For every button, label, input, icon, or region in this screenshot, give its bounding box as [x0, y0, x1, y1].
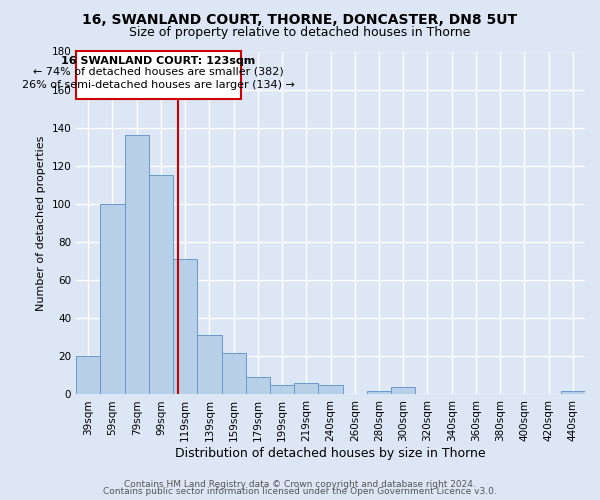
Text: 16, SWANLAND COURT, THORNE, DONCASTER, DN8 5UT: 16, SWANLAND COURT, THORNE, DONCASTER, D… [82, 12, 518, 26]
Bar [197, 336, 221, 394]
Bar [76, 356, 100, 395]
Bar [391, 387, 415, 394]
Bar [319, 385, 343, 394]
Text: 26% of semi-detached houses are larger (134) →: 26% of semi-detached houses are larger (… [22, 80, 295, 90]
Bar [270, 385, 294, 394]
Bar [367, 390, 391, 394]
Text: ← 74% of detached houses are smaller (382): ← 74% of detached houses are smaller (38… [33, 66, 284, 76]
Bar [294, 383, 319, 394]
Bar [246, 378, 270, 394]
Bar [100, 204, 125, 394]
X-axis label: Distribution of detached houses by size in Thorne: Distribution of detached houses by size … [175, 447, 486, 460]
Text: Size of property relative to detached houses in Thorne: Size of property relative to detached ho… [130, 26, 470, 39]
Y-axis label: Number of detached properties: Number of detached properties [36, 136, 46, 310]
Bar [221, 352, 246, 395]
Bar [561, 390, 585, 394]
FancyBboxPatch shape [76, 52, 241, 99]
Text: Contains HM Land Registry data © Crown copyright and database right 2024.: Contains HM Land Registry data © Crown c… [124, 480, 476, 489]
Bar [125, 136, 149, 394]
Text: Contains public sector information licensed under the Open Government Licence v3: Contains public sector information licen… [103, 487, 497, 496]
Text: 16 SWANLAND COURT: 123sqm: 16 SWANLAND COURT: 123sqm [61, 56, 256, 66]
Bar [149, 176, 173, 394]
Bar [173, 259, 197, 394]
